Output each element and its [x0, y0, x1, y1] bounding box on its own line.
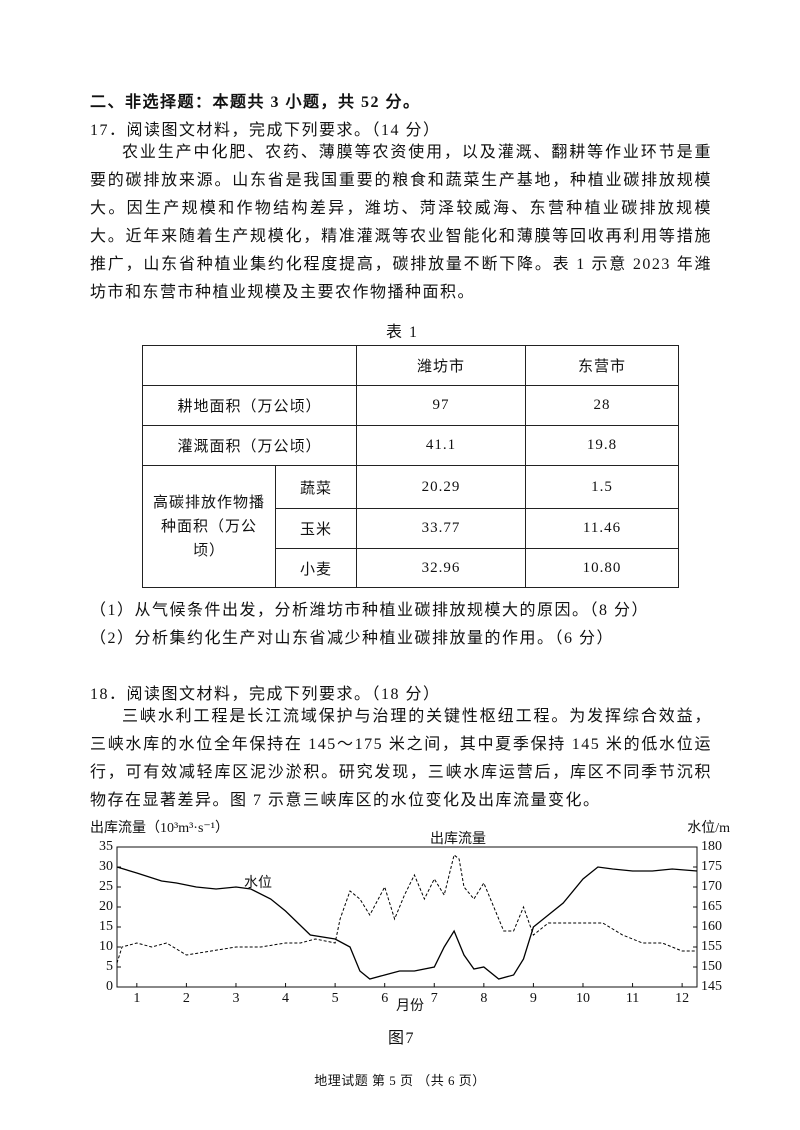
- x-tick-label: 1: [133, 991, 140, 1006]
- question-heading: 18．阅读图文材料，完成下列要求。（18 分）: [90, 686, 441, 703]
- y2-tick-label: 155: [701, 939, 722, 954]
- table-cell: 41.1: [356, 425, 526, 466]
- table-header: 潍坊市: [356, 345, 526, 386]
- y2-tick-label: 180: [701, 839, 722, 854]
- x-tick-label: 3: [232, 991, 239, 1006]
- section-heading: 二、非选择题：本题共 3 小题，共 52 分。: [90, 94, 421, 111]
- y-tick-label: 35: [99, 839, 113, 854]
- series-line: [116, 866, 698, 980]
- table-cell: 10.80: [525, 548, 679, 588]
- table-group-label: 高碳排放作物播种面积（万公顷）: [142, 465, 276, 588]
- y-tick-label: 20: [99, 899, 113, 914]
- x-tick-label: 5: [332, 991, 339, 1006]
- table-cell: 20.29: [356, 465, 526, 509]
- chart: 出库流量（10³m³·s⁻¹） 水位/m 月份 0510152025303514…: [90, 820, 730, 1014]
- table-cell: 蔬菜: [275, 465, 357, 509]
- x-tick-label: 10: [576, 991, 590, 1006]
- x-tick-label: 4: [282, 991, 289, 1006]
- y-tick-label: 10: [99, 939, 113, 954]
- x-tick-label: 8: [480, 991, 487, 1006]
- table-cell: 11.46: [525, 508, 679, 549]
- y2-axis-label: 水位/m: [687, 820, 730, 836]
- series-label: 出库流量: [430, 831, 486, 847]
- paragraph: 三峡水利工程是长江流域保护与治理的关键性枢纽工程。为发挥综合效益，三峡水库的水位…: [90, 708, 712, 809]
- question: （2）分析集约化生产对山东省减少种植业碳排放量的作用。（6 分）: [90, 630, 615, 647]
- plot-frame: [116, 846, 698, 988]
- table-cell: 97: [356, 385, 526, 426]
- y-tick-label: 30: [99, 859, 113, 874]
- y2-tick-label: 145: [701, 979, 722, 994]
- table-cell: 耕地面积（万公顷）: [142, 385, 357, 426]
- table-cell: 32.96: [356, 548, 526, 588]
- table-cell: 小麦: [275, 548, 357, 588]
- x-tick-label: 7: [431, 991, 438, 1006]
- x-tick-label: 11: [626, 991, 639, 1006]
- question-heading: 17．阅读图文材料，完成下列要求。（14 分）: [90, 122, 441, 139]
- data-table: 潍坊市 东营市 耕地面积（万公顷） 97 28 灌溉面积（万公顷） 41.1 1…: [142, 345, 679, 588]
- table-cell: 19.8: [525, 425, 679, 466]
- x-tick-label: 2: [183, 991, 190, 1006]
- y-tick-label: 5: [106, 959, 113, 974]
- series-label: 水位: [244, 875, 272, 891]
- figure-caption: 图7: [388, 1030, 416, 1047]
- table-header: 东营市: [525, 345, 679, 386]
- y2-tick-label: 175: [701, 859, 722, 874]
- table-cell: 灌溉面积（万公顷）: [142, 425, 357, 466]
- x-tick-label: 6: [381, 991, 388, 1006]
- table-cell: [142, 345, 357, 386]
- table-cell: 玉米: [275, 508, 357, 549]
- paragraph: 农业生产中化肥、农药、薄膜等农资使用，以及灌溉、翻耕等作业环节是重要的碳排放来源…: [90, 144, 712, 301]
- series-line: [116, 854, 697, 964]
- y-tick-label: 0: [106, 979, 113, 994]
- y-tick-label: 25: [99, 879, 113, 894]
- table-cell: 33.77: [356, 508, 526, 549]
- x-tick-label: 9: [530, 991, 537, 1006]
- question: （1）从气候条件出发，分析潍坊市种植业碳排放规模大的原因。（8 分）: [90, 602, 650, 619]
- x-axis-label: 月份: [396, 998, 424, 1014]
- table-caption: 表 1: [386, 324, 419, 341]
- y2-tick-label: 150: [701, 959, 722, 974]
- table-cell: 1.5: [525, 465, 679, 509]
- y-tick-label: 15: [99, 919, 113, 934]
- x-tick-label: 12: [675, 991, 689, 1006]
- y2-tick-label: 170: [701, 879, 722, 894]
- footer: 地理试题 第 5 页 （共 6 页）: [314, 1073, 486, 1088]
- y-axis-label: 出库流量（10³m³·s⁻¹）: [90, 820, 229, 836]
- y2-tick-label: 160: [701, 919, 722, 934]
- table-cell: 28: [525, 385, 679, 426]
- y2-tick-label: 165: [701, 899, 722, 914]
